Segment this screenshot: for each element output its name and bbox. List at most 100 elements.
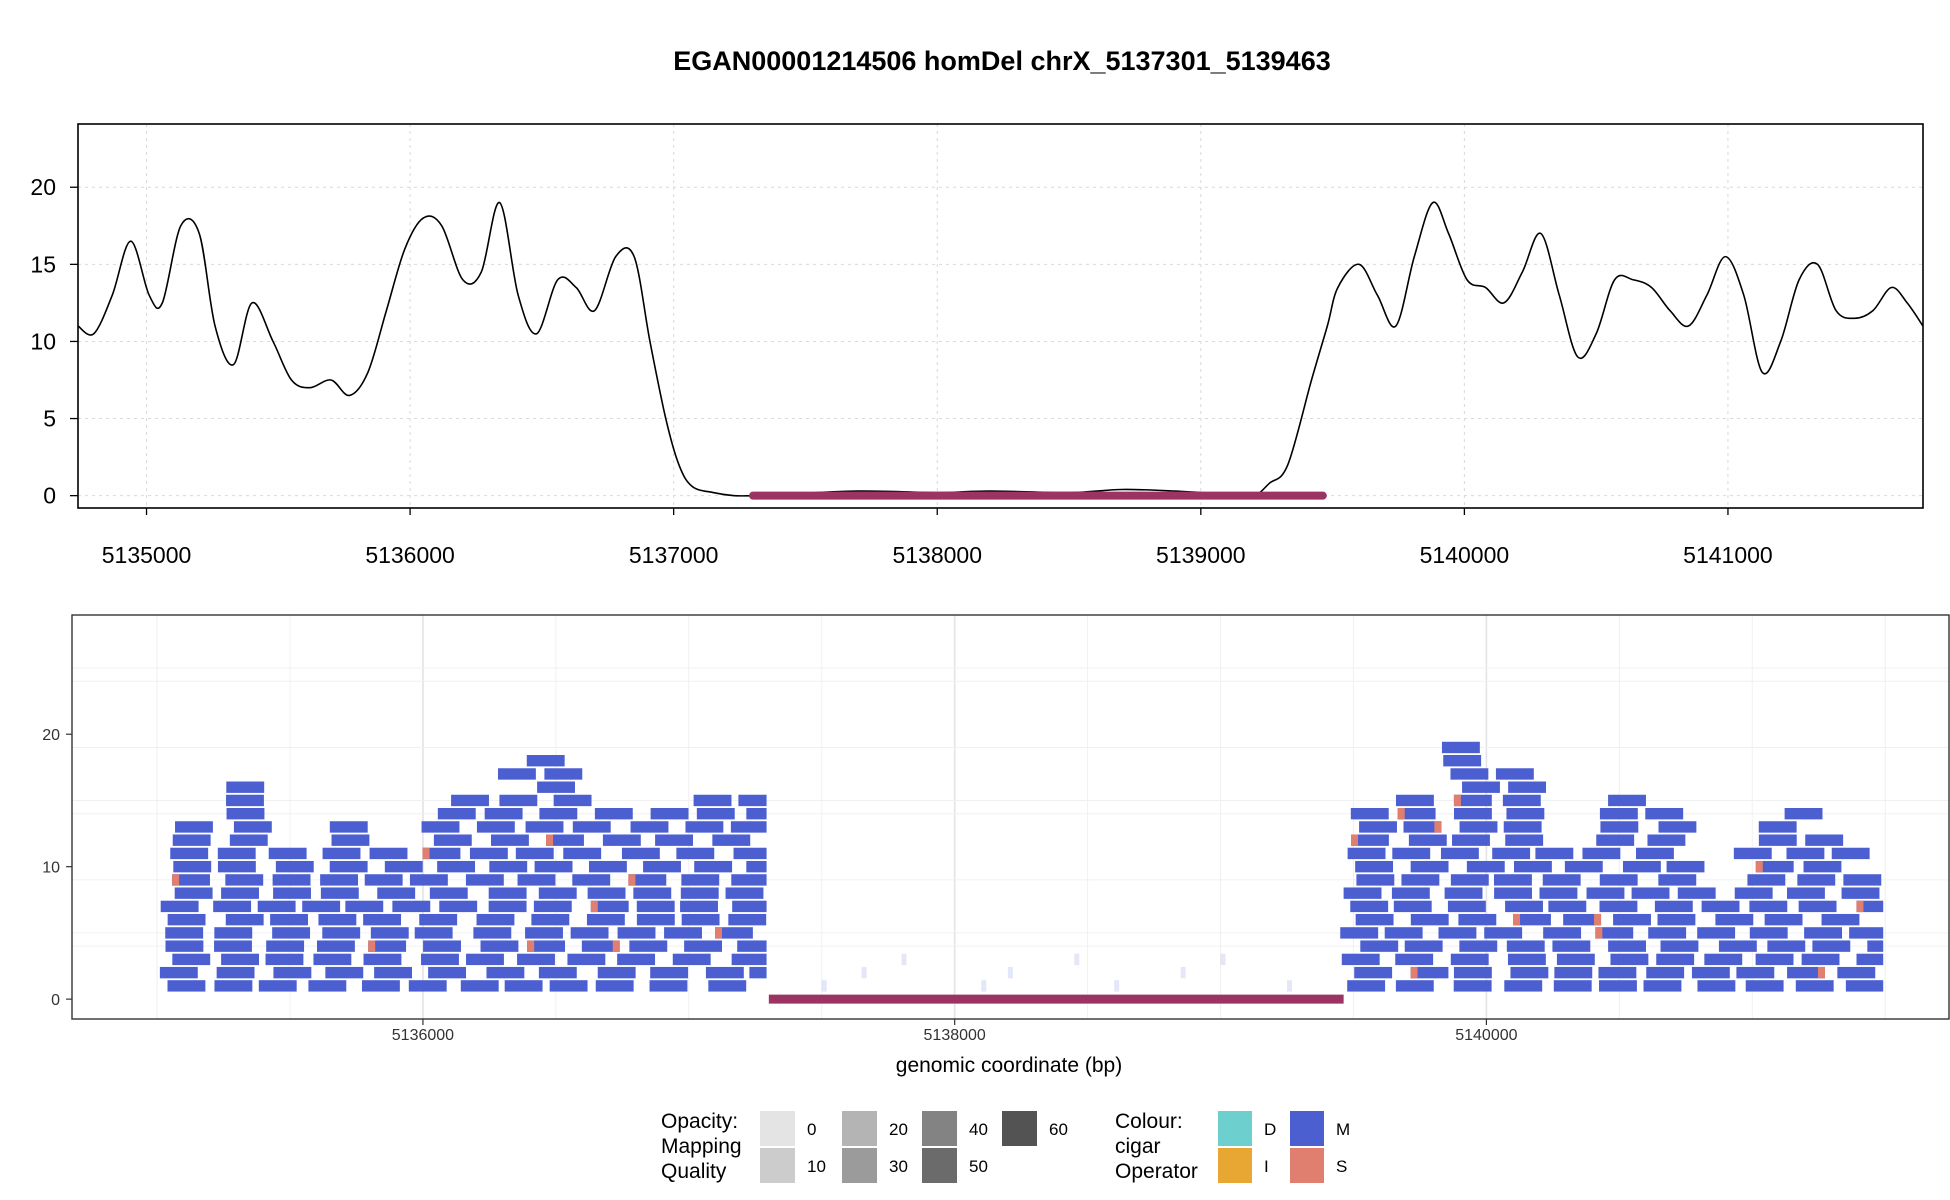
read-segment-M (421, 953, 459, 966)
read-segment-M (167, 980, 206, 992)
read-segment-M (214, 980, 253, 992)
read-segment-M (732, 900, 767, 913)
legend-opacity-title: Opacity: (661, 1110, 738, 1133)
read-segment-M (488, 887, 527, 899)
read-softclip-S (714, 927, 722, 939)
read-segment-M (714, 927, 753, 939)
coverage-x-tick-label: 5137000 (629, 542, 719, 568)
legend-opacity-title: Mapping (661, 1135, 742, 1158)
read-segment-M (1391, 887, 1430, 899)
read-segment-M (325, 966, 364, 979)
read-segment-M (537, 781, 575, 793)
read-segment-M (221, 887, 259, 899)
read-segment-M (1564, 860, 1603, 873)
read-segment-M (672, 953, 711, 966)
legend-opacity-label: 0 (807, 1120, 816, 1139)
legend-colour-swatch (1290, 1148, 1324, 1183)
legend-opacity-label: 60 (1049, 1120, 1068, 1139)
read-segment-M (655, 834, 693, 846)
read-segment-M (1582, 847, 1621, 860)
read-segment-M (175, 821, 213, 833)
read-segment-M (1350, 900, 1389, 913)
read-segment-M (730, 821, 767, 833)
read-segment-M (1552, 940, 1591, 952)
read-segment-M (1622, 860, 1661, 873)
read-segment-M (538, 887, 577, 899)
read-segment-M (322, 927, 361, 939)
read-segment-M (1539, 887, 1578, 899)
read-softclip-S (612, 940, 620, 952)
read-segment-M (322, 847, 361, 860)
read-segment-M (1608, 794, 1646, 807)
read-segment-M (553, 794, 592, 807)
read-segment-M (1656, 953, 1695, 966)
reads-y-tick-label: 10 (42, 860, 60, 877)
read-segment-M (1495, 768, 1534, 780)
read-segment-M (1440, 847, 1479, 860)
read-segment-M (361, 980, 400, 992)
read-segment-M (725, 887, 764, 899)
read-segment-M (1459, 940, 1498, 952)
reads-y-tick-label: 0 (51, 992, 60, 1009)
read-segment-M (681, 874, 720, 886)
read-segment-M (160, 900, 199, 913)
read-segment-M (214, 927, 253, 939)
read-segment-M (517, 953, 555, 966)
read-lowmapq (861, 966, 867, 979)
read-segment-M (451, 794, 489, 807)
read-lowmapq (981, 980, 987, 992)
chart-title: EGAN00001214506 homDel chrX_5137301_5139… (673, 46, 1330, 76)
read-segment-M (650, 807, 689, 820)
read-segment-M (368, 940, 407, 952)
read-segment-M (1508, 781, 1547, 793)
read-segment-M (1646, 966, 1685, 979)
read-segment-M (1745, 980, 1784, 992)
read-segment-M (1510, 966, 1549, 979)
read-segment-M (1341, 953, 1380, 966)
read-segment-M (1586, 887, 1625, 899)
read-segment-M (226, 807, 265, 820)
read-segment-M (633, 887, 672, 899)
read-segment-M (1408, 834, 1447, 846)
read-segment-M (1647, 834, 1686, 846)
legend-colour-label: S (1336, 1157, 1347, 1176)
coverage-x-tick-label: 5136000 (365, 542, 455, 568)
read-segment-M (499, 794, 538, 807)
read-segment-M (433, 834, 472, 846)
read-segment-M (533, 900, 572, 913)
read-segment-M (1355, 860, 1394, 873)
read-segment-M (1384, 927, 1423, 939)
read-segment-M (525, 927, 563, 939)
read-segment-M (1598, 966, 1637, 979)
read-segment-M (567, 953, 606, 966)
read-segment-M (363, 953, 402, 966)
legend-opacity-swatch (760, 1111, 795, 1146)
read-segment-M (1841, 887, 1880, 899)
read-lowmapq (1180, 966, 1186, 979)
read-segment-M (233, 821, 272, 833)
read-segment-M (676, 847, 715, 860)
read-segment-M (628, 874, 667, 886)
read-segment-M (392, 900, 431, 913)
read-segment-M (377, 887, 416, 899)
read-segment-M (174, 887, 213, 899)
read-segment-M (1347, 980, 1386, 992)
read-segment-M (1450, 874, 1489, 886)
read-segment-M (1484, 927, 1523, 939)
read-segment-M (1401, 874, 1440, 886)
read-segment-M (1767, 940, 1806, 952)
read-segment-M (588, 860, 627, 873)
read-segment-M (1563, 913, 1602, 926)
read-segment-M (484, 807, 523, 820)
read-segment-M (226, 794, 264, 807)
read-segment-M (159, 966, 198, 979)
read-segment-M (649, 980, 688, 992)
read-softclip-S (546, 834, 554, 846)
read-segment-M (1805, 834, 1844, 846)
coverage-series-line (77, 201, 1924, 498)
coverage-x-tick-label: 5135000 (102, 542, 192, 568)
read-lowmapq (901, 953, 907, 966)
legend-opacity-label: 50 (969, 1157, 988, 1176)
read-softclip-S (1817, 966, 1825, 979)
